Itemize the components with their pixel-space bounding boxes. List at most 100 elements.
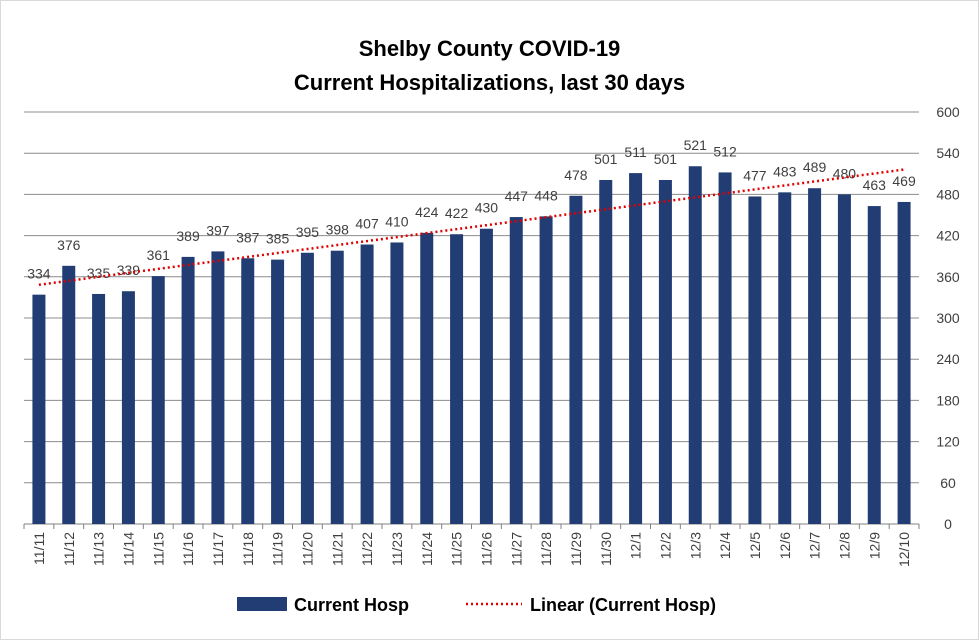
x-tick-label: 11/16 [180, 532, 196, 566]
bar [92, 293, 106, 524]
data-label: 477 [743, 167, 767, 183]
data-label: 501 [594, 151, 618, 167]
bar [599, 179, 613, 525]
x-tick-label: 11/25 [449, 532, 465, 566]
data-label: 447 [505, 188, 529, 204]
x-tick-label: 11/28 [538, 532, 554, 566]
data-label: 430 [475, 200, 499, 216]
x-tick-label: 11/18 [240, 532, 256, 566]
bar [300, 252, 314, 524]
x-tick-label: 11/30 [598, 532, 614, 566]
data-label: 387 [236, 229, 260, 245]
chart-title-block: Shelby County COVID-19 Current Hospitali… [0, 32, 979, 100]
x-tick-label: 11/24 [419, 532, 435, 566]
data-label: 389 [176, 228, 200, 244]
data-label: 422 [445, 205, 469, 221]
data-label: 334 [27, 266, 51, 282]
data-label: 410 [385, 213, 409, 229]
bar [569, 195, 583, 525]
bar [808, 188, 822, 524]
bar [539, 216, 553, 524]
y-tick-label: 240 [936, 351, 960, 367]
bar [121, 291, 135, 524]
bar [658, 179, 672, 525]
legend-swatch-current-hosp [237, 597, 287, 611]
bar [181, 256, 195, 524]
bar [479, 228, 493, 524]
bar [718, 172, 732, 524]
y-tick-label: 180 [936, 392, 960, 408]
bar [32, 294, 46, 524]
data-label: 489 [803, 159, 827, 175]
data-label: 483 [773, 163, 797, 179]
data-label: 339 [117, 262, 141, 278]
bar [778, 192, 792, 524]
y-tick-label: 540 [936, 145, 960, 161]
y-tick-label: 600 [936, 104, 960, 120]
bar [211, 251, 225, 525]
data-label: 424 [415, 204, 439, 220]
data-label: 480 [833, 165, 857, 181]
x-tick-label: 11/19 [270, 532, 286, 566]
y-tick-label: 360 [936, 269, 960, 285]
x-tick-label: 11/27 [508, 532, 524, 566]
bar [629, 173, 643, 524]
bar [897, 201, 911, 524]
x-tick-label: 12/6 [777, 532, 793, 559]
x-tick-label: 11/17 [210, 532, 226, 566]
chart-title: Shelby County COVID-19 [358, 36, 621, 61]
x-tick-label: 11/11 [31, 532, 47, 565]
x-tick-label: 11/29 [568, 532, 584, 566]
data-label: 463 [863, 177, 887, 193]
x-tick-label: 12/9 [866, 532, 882, 559]
x-tick-label: 11/14 [120, 532, 136, 566]
data-label: 501 [654, 151, 678, 167]
data-label: 395 [296, 224, 320, 240]
bar [450, 234, 464, 524]
data-label: 448 [534, 187, 558, 203]
x-tick-label: 12/2 [657, 532, 673, 559]
x-tick-label: 11/23 [389, 532, 405, 566]
data-label: 398 [326, 222, 350, 238]
data-label: 385 [266, 231, 290, 247]
y-tick-label: 420 [936, 228, 960, 244]
x-tick-label: 12/1 [628, 532, 644, 559]
bar [688, 166, 702, 524]
data-label: 521 [684, 137, 708, 153]
data-label: 511 [624, 144, 647, 160]
chart-subtitle: Current Hospitalizations, last 30 days [293, 70, 686, 95]
y-tick-label: 0 [944, 516, 952, 532]
data-label: 478 [564, 167, 588, 183]
data-label: 397 [206, 222, 230, 238]
x-tick-label: 12/4 [717, 532, 733, 559]
y-tick-label: 120 [936, 434, 960, 450]
bar [390, 242, 404, 524]
data-label: 376 [57, 237, 81, 253]
data-label: 407 [355, 216, 379, 232]
bar [241, 258, 255, 524]
x-tick-label: 11/26 [478, 532, 494, 566]
data-label: 361 [147, 247, 171, 263]
trendline [38, 168, 905, 287]
x-tick-label: 11/12 [61, 532, 77, 566]
bar [420, 232, 434, 524]
bar [867, 206, 881, 524]
x-tick-label: 12/10 [896, 532, 912, 567]
x-tick-label: 11/21 [329, 532, 345, 566]
x-tick-label: 11/20 [299, 532, 315, 566]
x-tick-label: 12/3 [687, 532, 703, 559]
bar [62, 265, 76, 524]
bar [330, 250, 344, 524]
y-tick-label: 60 [940, 475, 956, 491]
y-tick-label: 300 [936, 310, 960, 326]
bar [509, 217, 523, 524]
x-tick-label: 11/15 [150, 532, 166, 566]
bar [360, 244, 374, 524]
x-tick-label: 11/13 [91, 532, 107, 566]
bar [271, 259, 285, 524]
x-tick-label: 12/5 [747, 532, 763, 559]
bar [748, 196, 762, 524]
x-tick-label: 12/8 [836, 532, 852, 559]
data-label: 469 [892, 173, 916, 189]
bar [837, 194, 851, 524]
